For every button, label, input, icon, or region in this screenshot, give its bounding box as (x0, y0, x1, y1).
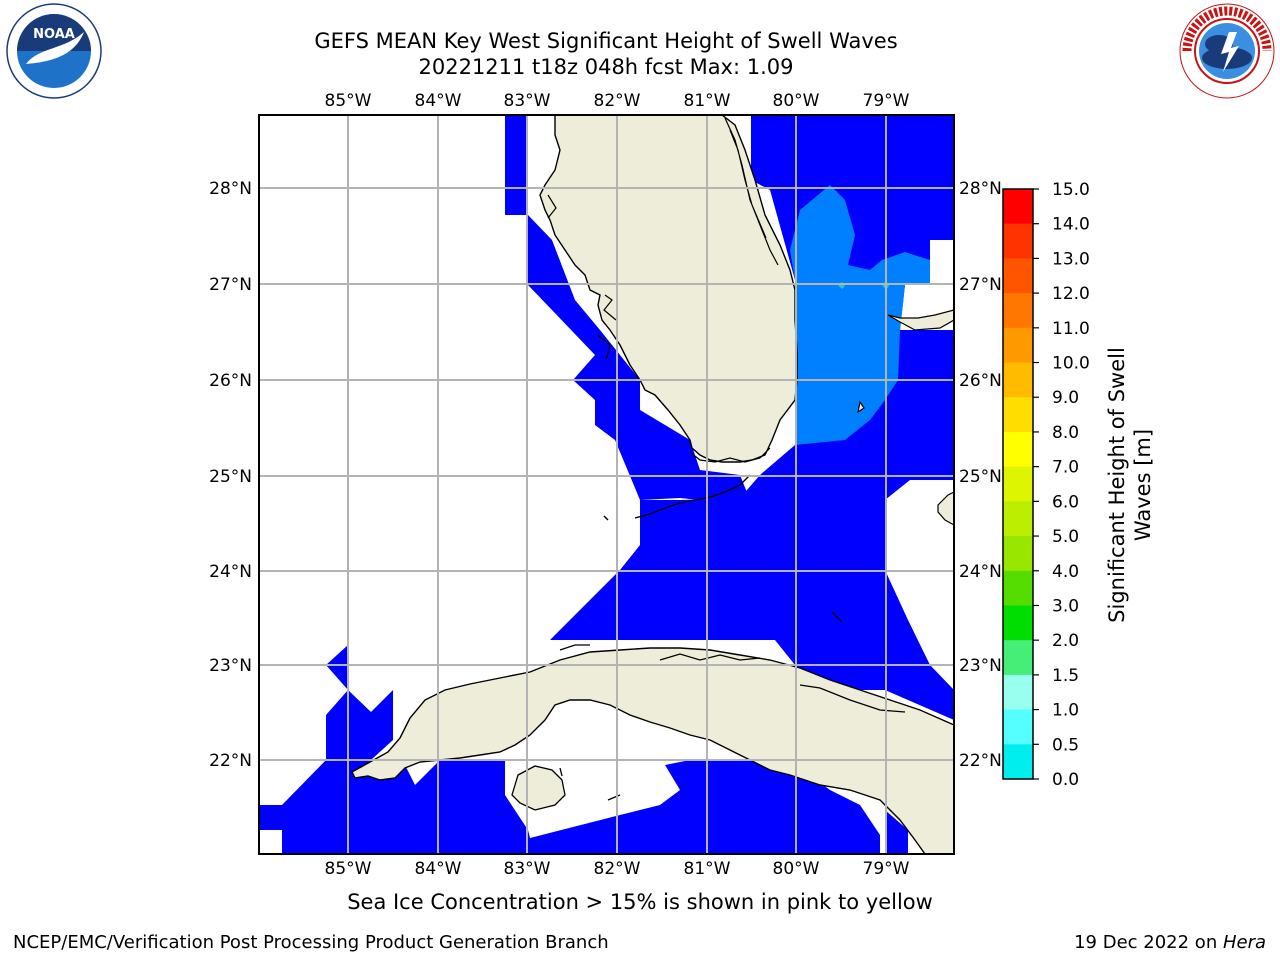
colorbar-segment (1003, 223, 1033, 259)
colorbar-segment (1003, 744, 1033, 780)
lat-label-right: 25°N (959, 467, 1002, 487)
lon-label-top: 82°W (594, 91, 641, 111)
colorbar-segment (1003, 189, 1033, 225)
lat-label-right: 22°N (959, 751, 1002, 771)
lon-label-top: 83°W (504, 91, 551, 111)
sea-ice-caption-text: Sea Ice Concentration > 15% is shown in … (347, 890, 933, 914)
colorbar-segment (1003, 709, 1033, 745)
colorbar-tick-label: 13.0 (1052, 249, 1090, 269)
lon-label-top: 80°W (773, 91, 820, 111)
lat-label-left: 26°N (209, 371, 252, 391)
lon-label-top: 81°W (684, 91, 731, 111)
colorbar-segment (1003, 501, 1033, 537)
lat-label-left: 25°N (209, 467, 252, 487)
colorbar-segment (1003, 362, 1033, 398)
lon-label-top: 85°W (325, 91, 372, 111)
noaa-logo: NOAA (6, 3, 102, 99)
lon-label-bottom: 84°W (415, 859, 462, 879)
lon-label-bottom: 83°W (504, 859, 551, 879)
colorbar-segment (1003, 640, 1033, 676)
colorbar-segment (1003, 431, 1033, 468)
colorbar-segment (1003, 605, 1033, 641)
colorbar-tick-label: 8.0 (1052, 423, 1079, 443)
colorbar-tick-label: 12.0 (1052, 284, 1090, 304)
nws-logo (1179, 3, 1275, 99)
colorbar-tick-label: 3.0 (1052, 596, 1079, 616)
colorbar-segment (1003, 674, 1033, 711)
colorbar-segment (1003, 293, 1033, 329)
colorbar-tick-label: 6.0 (1052, 492, 1079, 512)
colorbar-segment (1003, 258, 1033, 294)
bahamas-islands (831, 309, 954, 623)
footer-date: 19 Dec 2022 on Hera (1074, 932, 1266, 953)
cuba-cays (559, 644, 906, 801)
colorbar-label-line2: Waves [m] (1131, 428, 1155, 542)
colorbar-segment (1003, 397, 1033, 433)
lat-label-left: 24°N (209, 562, 252, 582)
lon-label-bottom: 80°W (773, 859, 820, 879)
colorbar-tick-label: 0.0 (1052, 770, 1079, 790)
colorbar-tick-label: 2.0 (1052, 631, 1079, 651)
map-area (259, 115, 954, 854)
colorbar-tick-label: 7.0 (1052, 458, 1079, 478)
colorbar-segment (1003, 466, 1033, 502)
lon-label-bottom: 79°W (863, 859, 910, 879)
colorbar-tick-label: 11.0 (1052, 319, 1090, 339)
colorbar-tick-label: 5.0 (1052, 527, 1079, 547)
colorbar-tick-label: 1.0 (1052, 701, 1079, 721)
lon-label-bottom: 85°W (325, 859, 372, 879)
colorbar-tick-label: 10.0 (1052, 354, 1090, 374)
colorbar-tick-label: 1.5 (1052, 666, 1079, 686)
colorbar-tick-label: 15.0 (1052, 180, 1090, 200)
lat-label-right: 27°N (959, 275, 1002, 295)
lat-label-right: 26°N (959, 371, 1002, 391)
lon-label-bottom: 81°W (684, 859, 731, 879)
florida-keys (603, 474, 751, 521)
lat-label-left: 28°N (209, 179, 252, 199)
colorbar-label-line1: Significant Height of Swell (1105, 347, 1129, 623)
lat-label-right: 24°N (959, 562, 1002, 582)
colorbar-segment (1003, 570, 1033, 606)
colorbar-tick-label: 14.0 (1052, 215, 1090, 235)
lon-label-bottom: 82°W (594, 859, 641, 879)
lon-label-top: 84°W (415, 91, 462, 111)
lat-label-right: 28°N (959, 179, 1002, 199)
noaa-logo-text: NOAA (33, 27, 75, 42)
colorbar-segment (1003, 327, 1033, 364)
lat-label-left: 27°N (209, 275, 252, 295)
colorbar-tick-label: 4.0 (1052, 562, 1079, 582)
graticule (259, 115, 954, 854)
isle-of-youth (511, 765, 566, 811)
footer-credit: NCEP/EMC/Verification Post Processing Pr… (13, 932, 609, 953)
colorbar-tick-label: 9.0 (1052, 388, 1079, 408)
lat-label-left: 23°N (209, 656, 252, 676)
sea-ice-caption: Sea Ice Concentration > 15% is shown in … (0, 890, 1280, 914)
lon-label-top: 79°W (863, 91, 910, 111)
colorbar-frame (1002, 188, 1034, 780)
colorbar-label: Significant Height of Swell Waves [m] (1104, 325, 1156, 645)
chart-title: GEFS MEAN Key West Significant Height of… (314, 29, 898, 53)
lat-label-left: 22°N (209, 751, 252, 771)
map-frame (258, 114, 955, 855)
lat-label-right: 23°N (959, 656, 1002, 676)
chart-subtitle: 20221211 t18z 048h fcst Max: 1.09 (418, 55, 794, 79)
colorbar-tick-label: 0.5 (1052, 735, 1079, 755)
florida-coast-detail (547, 117, 779, 463)
colorbar-segment (1003, 536, 1033, 572)
footer-host: Hera (1222, 932, 1266, 953)
footer-date-text: 19 Dec 2022 on (1074, 932, 1223, 953)
colorbar (1002, 188, 1034, 780)
